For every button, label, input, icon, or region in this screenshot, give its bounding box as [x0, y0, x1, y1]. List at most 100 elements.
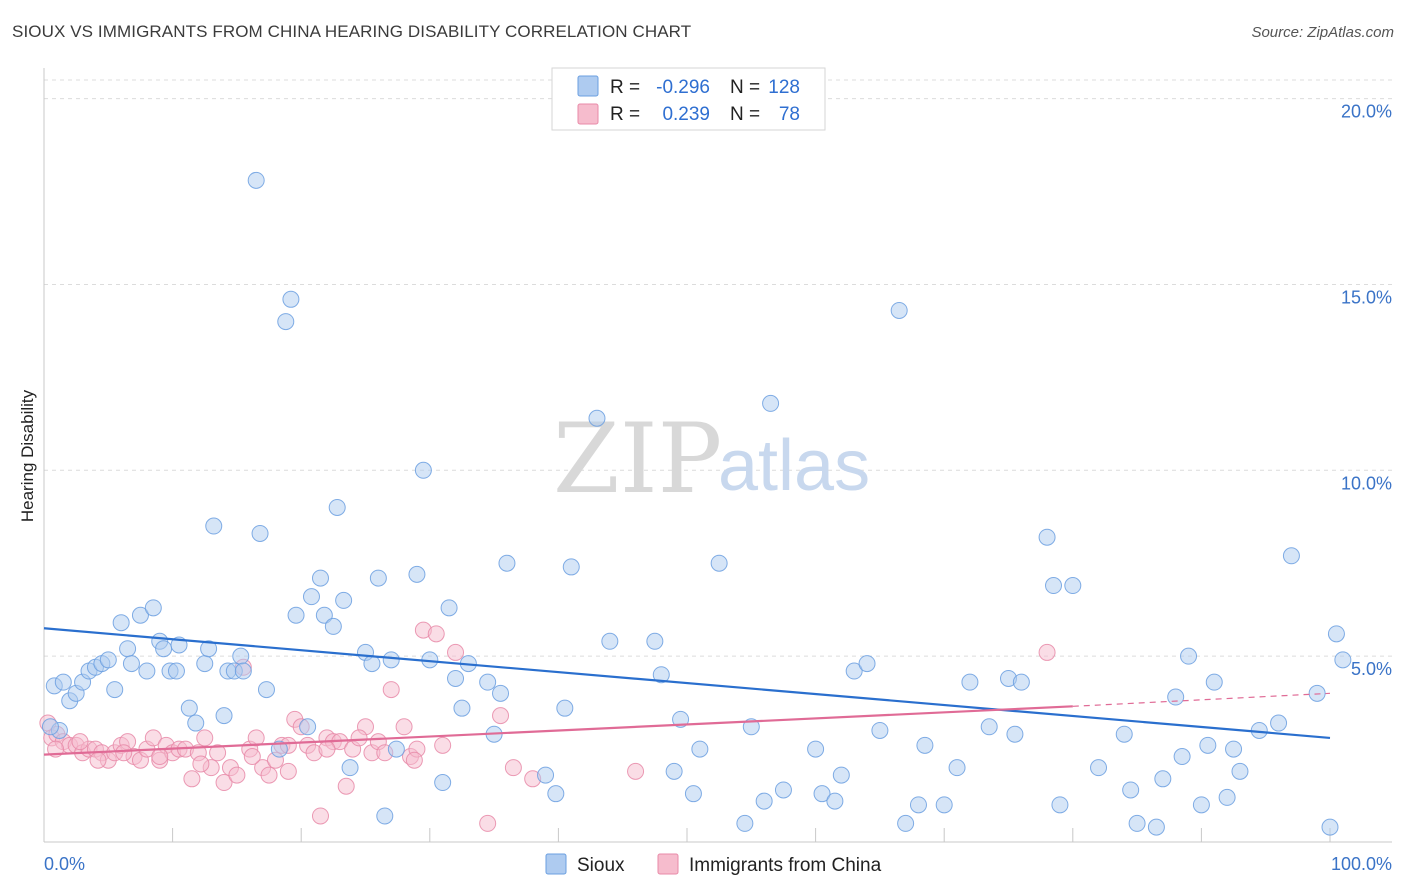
- sioux-point: [414, 461, 432, 479]
- sioux-point: [251, 524, 269, 542]
- china-point: [350, 729, 368, 747]
- sioux-point: [1282, 547, 1300, 565]
- sioux-point: [1051, 796, 1069, 814]
- sioux-point: [408, 565, 426, 583]
- china-point: [434, 736, 452, 754]
- sioux-point: [282, 290, 300, 308]
- sioux-point: [980, 718, 998, 736]
- sioux-point: [99, 651, 117, 669]
- sioux-point: [155, 640, 173, 658]
- watermark-atlas: atlas: [718, 426, 870, 506]
- legend-r-label-china: R =: [610, 104, 640, 125]
- sioux-point: [324, 617, 342, 635]
- sioux-point: [387, 740, 405, 758]
- sioux-point: [54, 673, 72, 691]
- x-tick-label-min: 0.0%: [44, 854, 85, 874]
- china-trend-line: [43, 705, 1073, 756]
- bottom-legend: Sioux Immigrants from China: [545, 853, 882, 876]
- sioux-point: [315, 606, 333, 624]
- sioux-point: [845, 662, 863, 680]
- china-point: [115, 744, 133, 762]
- china-point: [382, 681, 400, 699]
- sioux-point: [1180, 647, 1198, 665]
- sioux-point: [1205, 673, 1223, 691]
- sioux-point: [832, 766, 850, 784]
- sioux-point: [909, 796, 927, 814]
- legend-r-value-china: 0.239: [662, 104, 710, 125]
- sioux-point: [369, 569, 387, 587]
- sioux-point: [1128, 814, 1146, 832]
- bottom-legend-swatch-sioux: [545, 853, 567, 875]
- sioux-point: [1045, 577, 1063, 595]
- sioux-point: [1038, 528, 1056, 546]
- legend-box: R = -0.296 N = 128 R = 0.239 N = 78: [551, 67, 826, 131]
- sioux-point: [257, 681, 275, 699]
- sioux-point: [813, 785, 831, 803]
- chart-title: SIOUX VS IMMIGRANTS FROM CHINA HEARING D…: [12, 22, 692, 41]
- watermark: ZIP atlas: [553, 403, 870, 515]
- sioux-point: [492, 684, 510, 702]
- sioux-point: [1231, 762, 1249, 780]
- series-sioux-points: [41, 171, 1352, 836]
- sioux-point: [1122, 781, 1140, 799]
- china-point: [627, 762, 645, 780]
- sioux-point: [112, 614, 130, 632]
- sioux-point: [807, 740, 825, 758]
- china-point: [247, 729, 265, 747]
- sioux-point: [234, 662, 252, 680]
- sioux-point: [1147, 818, 1165, 836]
- sioux-point: [453, 699, 471, 717]
- sioux-point: [1218, 788, 1236, 806]
- sioux-point: [144, 599, 162, 617]
- sioux-point: [41, 718, 59, 736]
- sioux-point: [1270, 714, 1288, 732]
- china-point: [504, 759, 522, 777]
- sioux-point: [434, 774, 452, 792]
- legend-n-label-china: N =: [730, 104, 760, 125]
- sioux-point: [1225, 740, 1243, 758]
- sioux-point: [1327, 625, 1345, 643]
- china-point: [192, 755, 210, 773]
- sioux-point: [1012, 673, 1030, 691]
- china-point: [318, 740, 336, 758]
- sioux-point: [897, 814, 915, 832]
- legend-n-value-china: 78: [779, 104, 800, 125]
- china-point: [144, 729, 162, 747]
- sioux-point: [1154, 770, 1172, 788]
- sioux-point: [665, 762, 683, 780]
- sioux-point: [691, 740, 709, 758]
- china-point: [89, 751, 107, 769]
- sioux-point: [1115, 725, 1133, 743]
- sioux-point: [277, 313, 295, 331]
- sioux-point: [247, 171, 265, 189]
- trend-lines: [43, 627, 1331, 756]
- sioux-point: [537, 766, 555, 784]
- sioux-point: [774, 781, 792, 799]
- legend-r-value-sioux: -0.296: [656, 77, 710, 98]
- sioux-point: [311, 569, 329, 587]
- y-tick-label: 10.0%: [1341, 473, 1392, 493]
- legend-n-value-sioux: 128: [768, 77, 800, 98]
- sioux-point: [382, 651, 400, 669]
- sioux-point: [106, 681, 124, 699]
- china-point: [243, 748, 261, 766]
- bottom-legend-label-sioux: Sioux: [577, 855, 625, 876]
- sioux-point: [1199, 736, 1217, 754]
- china-point: [279, 762, 297, 780]
- sioux-point: [270, 740, 288, 758]
- sioux-point: [335, 591, 353, 609]
- china-point: [71, 733, 89, 751]
- sioux-point: [1064, 577, 1082, 595]
- bottom-legend-swatch-china: [657, 853, 679, 875]
- china-point: [479, 814, 497, 832]
- bottom-legend-label-china: Immigrants from China: [689, 855, 882, 876]
- sioux-point: [341, 759, 359, 777]
- sioux-point: [710, 554, 728, 572]
- sioux-point: [652, 666, 670, 684]
- sioux-point: [440, 599, 458, 617]
- sioux-point: [447, 669, 465, 687]
- sioux-point: [299, 718, 317, 736]
- x-ticks: [43, 828, 1331, 842]
- sioux-point: [871, 721, 889, 739]
- chart-source: Source: ZipAtlas.com: [1251, 24, 1394, 41]
